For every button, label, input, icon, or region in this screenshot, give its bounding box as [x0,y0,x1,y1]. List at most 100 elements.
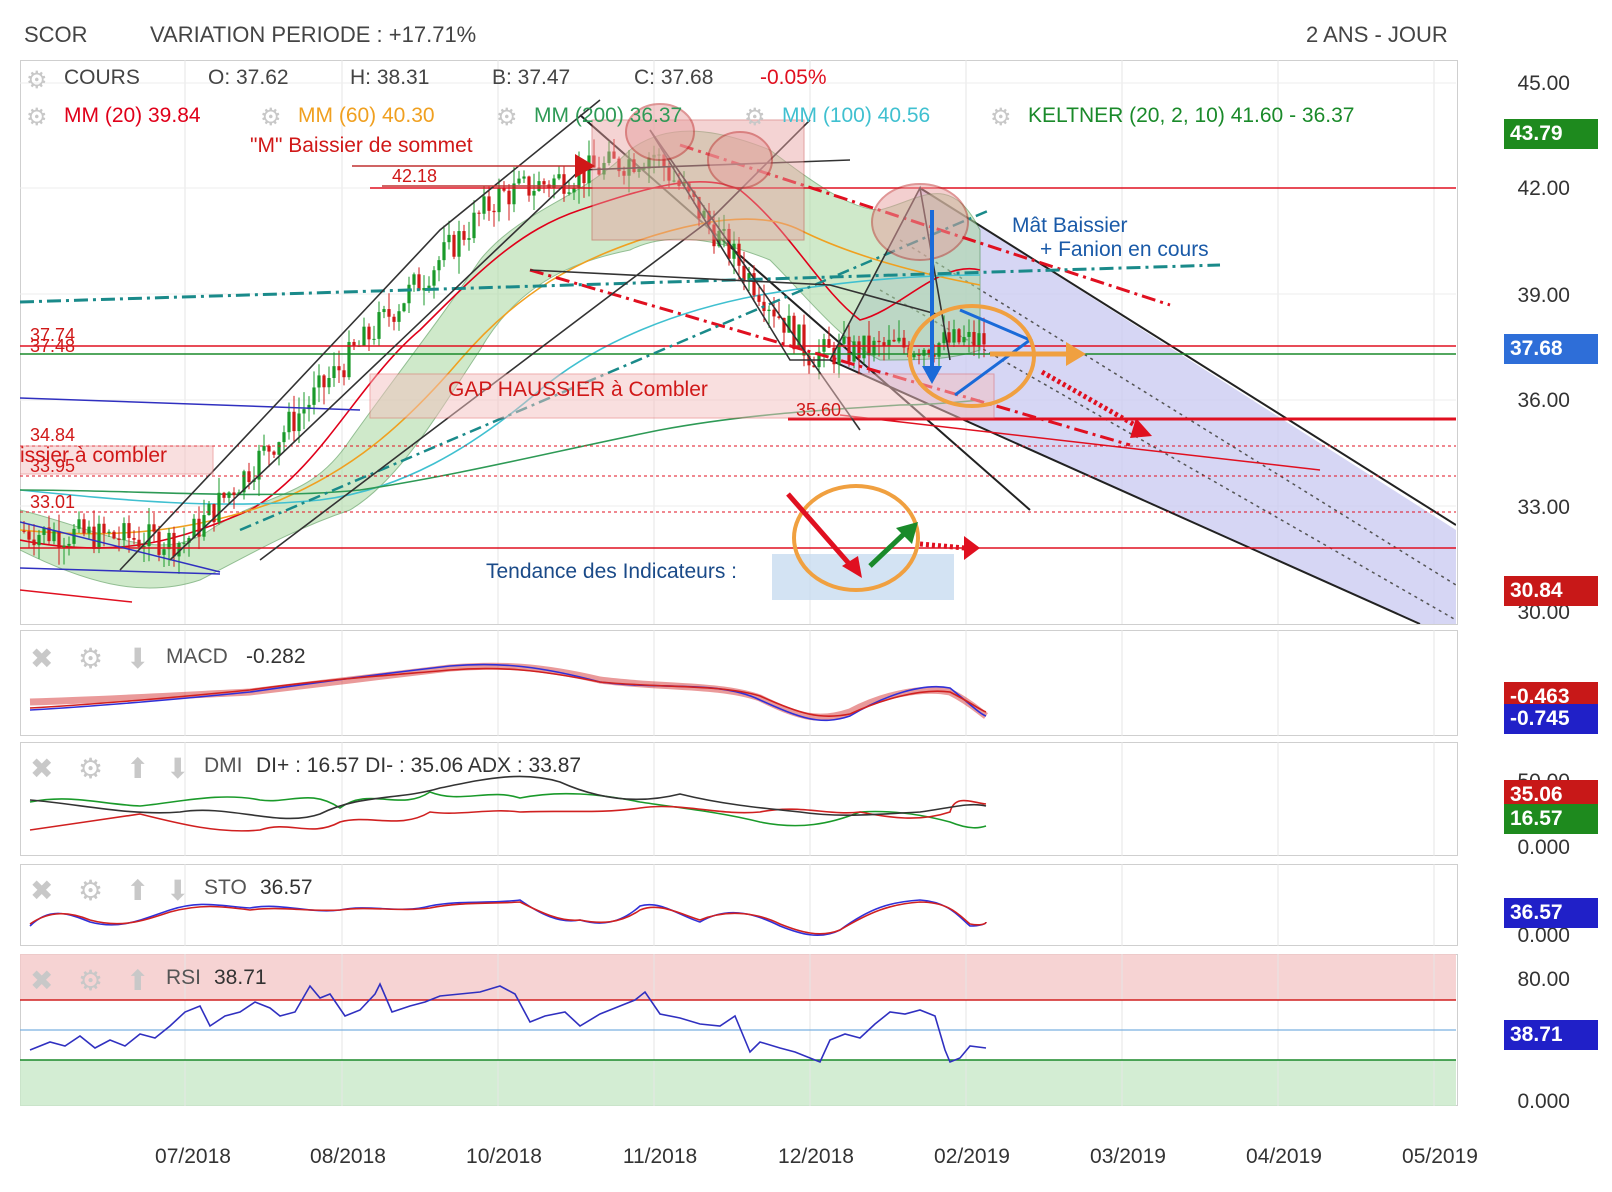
candle-body [517,178,521,184]
candle-body [157,531,161,555]
macd-value: -0.282 [246,645,306,668]
candle-body [42,527,46,535]
rsi-value: 38.71 [214,966,267,989]
candle-body [947,332,951,343]
mm100-legend: MM (100) 40.56 [782,104,931,127]
candle-body [22,530,26,532]
candle-body [107,531,111,534]
rsi-gear-icon[interactable]: ⚙ [78,965,104,996]
candle-body [707,210,711,225]
candle-body [827,339,831,348]
candle-body [562,174,566,194]
candle-body [62,545,66,548]
candle-body [882,342,886,347]
candle-body [787,315,791,333]
rsi-line [29,982,987,1064]
candle-body [367,326,371,340]
candle-body [162,549,166,555]
keltner-gear-icon[interactable]: ⚙ [990,104,1012,131]
candle-body [622,171,626,176]
macd-down-icon[interactable]: ⬇ [126,643,150,674]
candle-body [352,341,356,347]
candle-body [552,178,556,189]
candle-body [207,504,211,516]
candle-body [397,311,401,322]
candle-body [392,316,396,322]
candle-body [112,531,116,539]
bear-channel [830,188,1456,624]
candle-body [802,324,806,356]
candle-body [422,287,426,291]
candle-body [482,196,486,214]
green-up-arrow [868,530,908,568]
rsi-close-icon[interactable]: ✖ [30,965,54,996]
candle-body [702,210,706,219]
dmi-values: DI+ : 16.57 DI- : 35.06 ADX : 33.87 [256,754,582,777]
candle-body [917,353,921,356]
candle-body [957,329,961,343]
adx-line [29,775,987,820]
candle-body [427,285,431,288]
candle-body [152,524,156,532]
candle-body [892,339,896,342]
rsi-up-icon[interactable]: ⬆ [126,965,150,996]
candle-body [212,504,216,523]
dmi-up-icon[interactable]: ⬆ [126,753,150,784]
candle-body [197,518,201,537]
candle-body [177,542,181,557]
date-tick: 12/2018 [778,1145,854,1168]
rsi-tick-top: 80.00 [1517,968,1570,991]
candle-body [747,273,751,280]
price-tag-last: 37.68 [1504,334,1598,364]
dmi-close-icon[interactable]: ✖ [30,753,54,784]
candle-body [292,411,296,432]
dmi-tick-bottom: 0.000 [1517,836,1570,859]
macd-label: MACD [166,645,228,668]
candle-body [117,538,121,541]
mm200-gear-icon[interactable]: ⚙ [496,104,518,131]
cours-gear-icon[interactable]: ⚙ [26,67,48,94]
sto-d-line [29,901,987,935]
candle-body [667,167,671,181]
candle-body [467,238,471,240]
candle-body [777,316,781,318]
sto-gear-icon[interactable]: ⚙ [78,875,104,906]
candle-body [507,190,511,205]
top-circle [871,183,969,261]
price-tag-high: 43.79 [1504,119,1598,149]
candle-body [597,167,601,175]
candle-body [312,387,316,405]
ohlc-close: C: 37.68 [634,66,714,89]
candle-body [582,168,586,184]
sto-close-icon[interactable]: ✖ [30,875,54,906]
candle-body [962,336,966,343]
sto-up-icon[interactable]: ⬆ [126,875,150,906]
price-tick: 30.00 [1517,601,1570,624]
candle-body [982,333,986,345]
macd-close-icon[interactable]: ✖ [30,643,54,674]
rsi-oversold-zone [20,1060,1456,1106]
candle-body [77,519,81,529]
candle-body [127,523,131,539]
candle-body [942,332,946,344]
rsi-label: RSI [166,966,202,989]
dmi-gear-icon[interactable]: ⚙ [78,753,104,784]
candle-body [872,340,876,356]
sto-down-icon[interactable]: ⬇ [166,875,190,906]
price-tag-low: 30.84 [1504,576,1598,606]
period-selector[interactable]: 2 ANS - JOUR [1306,22,1448,47]
candle-body [222,492,226,498]
candle-body [247,471,251,482]
mm20-gear-icon[interactable]: ⚙ [26,104,48,131]
candle-body [37,534,41,546]
candle-body [437,260,441,271]
mm60-gear-icon[interactable]: ⚙ [260,104,282,131]
candle-body [347,341,351,378]
macd-gear-icon[interactable]: ⚙ [78,643,104,674]
ohlc-high: H: 38.31 [350,66,430,89]
mm100-gear-icon[interactable]: ⚙ [744,104,766,131]
candle-body [797,324,801,350]
price-chart [20,60,1456,624]
dmi-down-icon[interactable]: ⬇ [166,753,190,784]
sto-value: 36.57 [260,876,313,899]
